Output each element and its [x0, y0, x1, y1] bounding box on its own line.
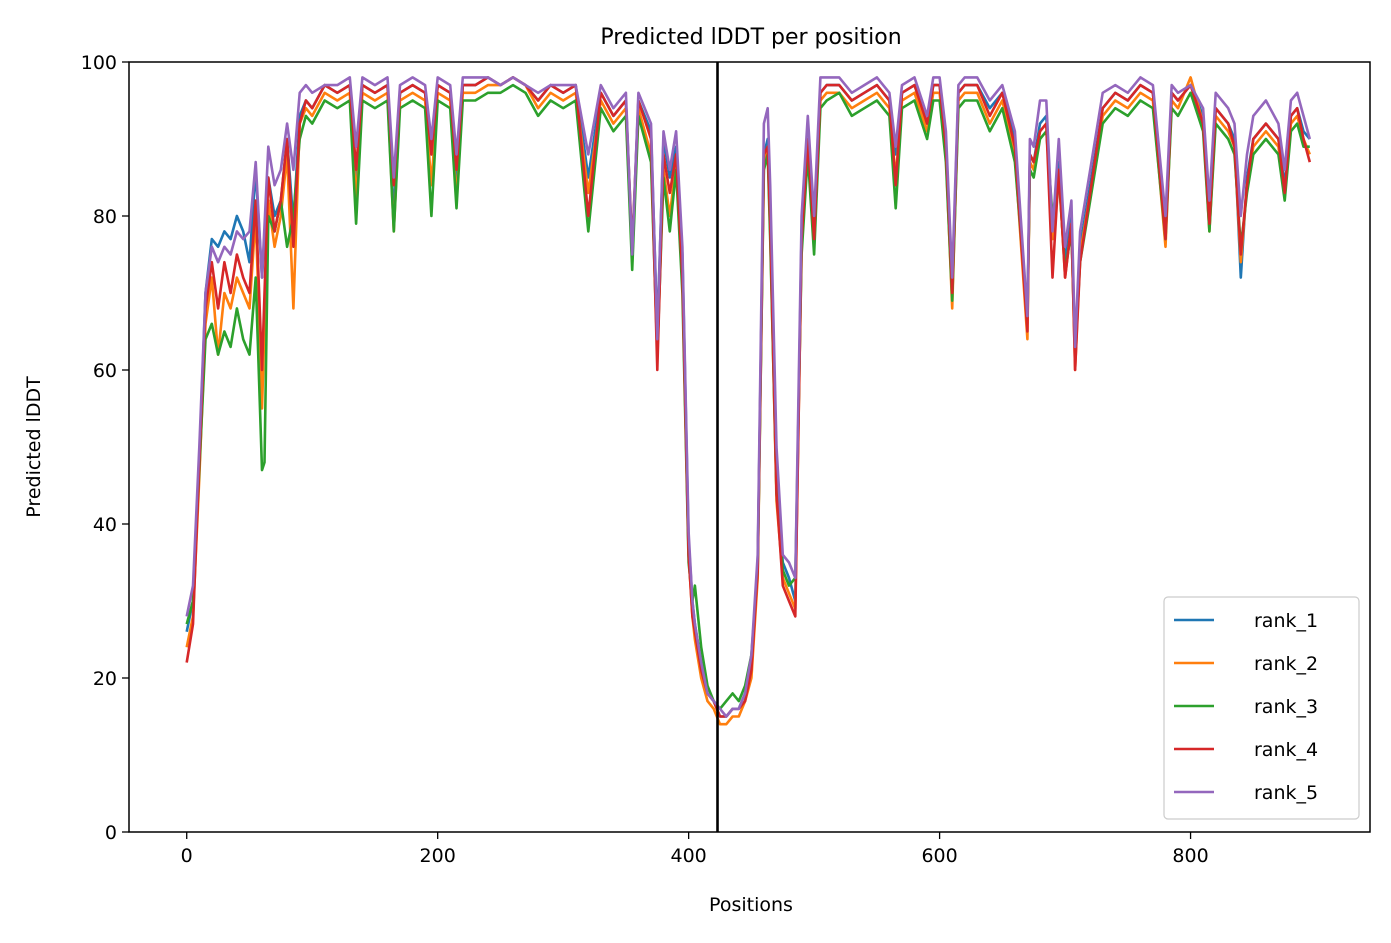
y-tick-label: 60	[93, 360, 117, 382]
series-line-rank-4	[185, 76, 1312, 718]
x-axis-label: Positions	[709, 894, 793, 916]
plot-area	[185, 62, 1312, 832]
legend-label: rank_5	[1254, 782, 1318, 804]
legend-label: rank_4	[1254, 739, 1318, 761]
x-tick-label: 800	[1172, 845, 1208, 867]
x-tick-label: 400	[671, 845, 707, 867]
y-tick-label: 100	[81, 52, 117, 74]
legend: rank_1 rank_2 rank_3 rank_4 rank_5	[1163, 596, 1360, 820]
x-tick-label: 0	[181, 845, 193, 867]
plot-frame	[128, 61, 1371, 833]
y-axis: 0 20 40 60 80 100	[81, 52, 129, 844]
legend-label: rank_3	[1254, 696, 1318, 718]
y-tick-label: 40	[93, 514, 117, 536]
x-tick-label: 200	[420, 845, 456, 867]
y-tick-label: 20	[93, 668, 117, 690]
y-tick-label: 0	[105, 822, 117, 844]
legend-label: rank_1	[1254, 610, 1318, 632]
legend-label: rank_2	[1254, 653, 1318, 675]
series-line-rank-5	[185, 76, 1312, 718]
x-tick-label: 600	[921, 845, 957, 867]
chart-title: Predicted lDDT per position	[600, 25, 901, 50]
y-tick-label: 80	[93, 206, 117, 228]
y-axis-label: Predicted lDDT	[23, 376, 45, 518]
legend-box	[1163, 596, 1360, 820]
x-axis: 0 200 400 600 800	[181, 832, 1209, 867]
